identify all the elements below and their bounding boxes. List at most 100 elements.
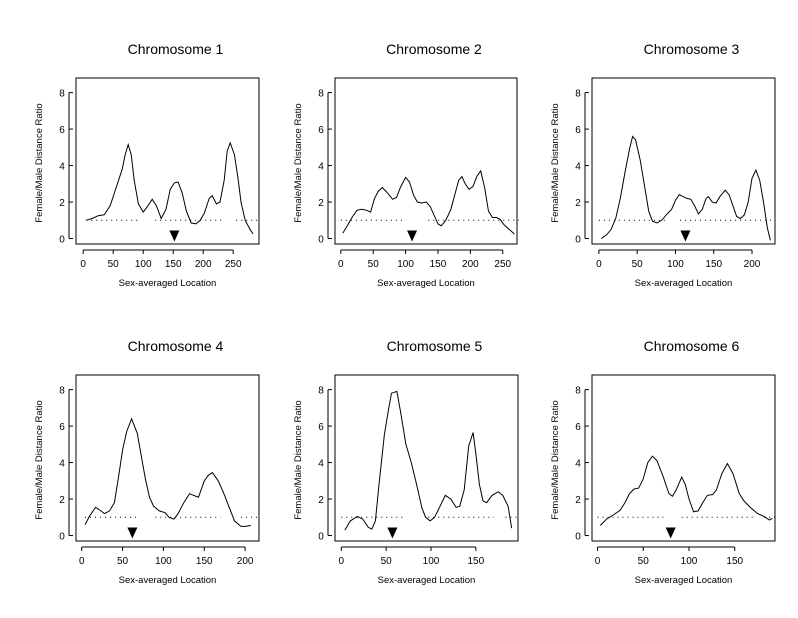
plot-frame [75, 77, 260, 245]
y-tick-label: 2 [318, 495, 324, 506]
centromere-marker-icon [169, 230, 180, 242]
y-tick-label: 4 [318, 162, 324, 173]
chart-title: Chromosome 4 [128, 338, 224, 354]
x-tick-label: 250 [225, 259, 242, 270]
y-axis-label: Female/Male Distance Ratio [34, 400, 45, 519]
chart-title: Chromosome 3 [644, 41, 740, 57]
x-tick-label: 200 [195, 259, 212, 270]
centromere-marker-icon [127, 527, 138, 539]
chart-panel-6: Chromosome 6 0 2 4 6 8 Female/Male Distance Ra… [550, 338, 776, 586]
x-tick-label: 150 [430, 259, 447, 270]
x-tick-label: 100 [135, 259, 152, 270]
y-tick-label: 8 [59, 89, 65, 100]
x-tick-label: 50 [632, 259, 644, 270]
ratio-curve [344, 390, 513, 531]
y-tick-label: 8 [59, 386, 65, 397]
y-tick-label: 0 [575, 532, 581, 543]
chart-panel-3: Chromosome 3 0 2 4 6 8 Female/Male Distance Ra… [550, 41, 776, 289]
centromere-marker-icon [680, 230, 691, 242]
x-tick-label: 50 [117, 556, 129, 567]
x-tick-label: 100 [681, 556, 698, 567]
y-axis-label: Female/Male Distance Ratio [293, 400, 304, 519]
y-tick-label: 8 [575, 386, 581, 397]
x-axis-label: Sex-averaged Location [635, 278, 733, 289]
x-tick-label: 150 [196, 556, 213, 567]
chart-title: Chromosome 6 [644, 338, 740, 354]
x-tick-label: 150 [705, 259, 722, 270]
plot-frame [334, 77, 518, 245]
ratio-curve [600, 135, 771, 241]
x-axis-label: Sex-averaged Location [119, 575, 217, 586]
y-tick-label: 4 [575, 459, 581, 470]
ratio-curve [86, 141, 254, 235]
plot-frame [591, 374, 776, 542]
x-tick-label: 250 [494, 259, 511, 270]
x-tick-label: 0 [338, 556, 344, 567]
x-axis-label: Sex-averaged Location [119, 278, 217, 289]
y-tick-label: 0 [575, 235, 581, 246]
x-axis-label: Sex-averaged Location [635, 575, 733, 586]
ratio-curve [342, 169, 515, 235]
plot-frame [75, 374, 260, 542]
centromere-marker-icon [407, 230, 418, 242]
x-tick-label: 50 [638, 556, 650, 567]
x-tick-label: 0 [338, 259, 344, 270]
y-tick-label: 0 [318, 235, 324, 246]
chart-title: Chromosome 1 [128, 41, 224, 57]
y-axis-label: Female/Male Distance Ratio [550, 103, 561, 222]
y-axis-label: Female/Male Distance Ratio [34, 103, 45, 222]
ratio-curve [84, 417, 251, 527]
y-tick-label: 4 [59, 162, 65, 173]
chart-panel-5: Chromosome 5 0 2 4 6 8 Female/Male Distance Ra… [293, 338, 519, 586]
chart-title: Chromosome 5 [387, 338, 483, 354]
x-tick-label: 150 [726, 556, 743, 567]
plot-frame [334, 374, 519, 542]
centromere-marker-icon [665, 527, 676, 539]
y-tick-label: 4 [575, 162, 581, 173]
x-tick-label: 50 [108, 259, 120, 270]
x-tick-label: 50 [368, 259, 380, 270]
x-tick-label: 0 [80, 259, 86, 270]
x-tick-label: 0 [595, 556, 601, 567]
x-tick-label: 100 [667, 259, 684, 270]
centromere-marker-icon [387, 527, 398, 539]
x-tick-label: 100 [397, 259, 414, 270]
y-tick-label: 8 [318, 89, 324, 100]
chart-panel-4: Chromosome 4 0 2 4 6 8 Female/Male Distance Ra… [34, 338, 260, 586]
x-tick-label: 150 [467, 556, 484, 567]
x-tick-label: 50 [381, 556, 393, 567]
y-tick-label: 8 [575, 89, 581, 100]
y-tick-label: 0 [59, 532, 65, 543]
y-tick-label: 6 [575, 422, 581, 433]
y-tick-label: 6 [59, 125, 65, 136]
x-tick-label: 200 [462, 259, 479, 270]
x-tick-label: 200 [237, 556, 254, 567]
ratio-curve [599, 455, 773, 526]
chart-panel-1: Chromosome 1 0 2 4 6 8 Female/Male Distance Ra… [34, 41, 260, 289]
x-axis-label: Sex-averaged Location [377, 278, 475, 289]
x-tick-label: 0 [79, 556, 85, 567]
x-tick-label: 150 [165, 259, 182, 270]
x-axis-label: Sex-averaged Location [378, 575, 476, 586]
y-tick-label: 2 [318, 198, 324, 209]
x-tick-label: 100 [155, 556, 172, 567]
y-tick-label: 0 [59, 235, 65, 246]
y-axis-label: Female/Male Distance Ratio [550, 400, 561, 519]
y-tick-label: 2 [59, 198, 65, 209]
y-tick-label: 8 [318, 386, 324, 397]
y-tick-label: 2 [575, 198, 581, 209]
x-tick-label: 200 [744, 259, 761, 270]
y-tick-label: 2 [575, 495, 581, 506]
y-tick-label: 6 [575, 125, 581, 136]
x-tick-label: 0 [596, 259, 602, 270]
y-axis-label: Female/Male Distance Ratio [293, 103, 304, 222]
y-tick-label: 0 [318, 532, 324, 543]
y-tick-label: 6 [318, 125, 324, 136]
y-tick-label: 6 [59, 422, 65, 433]
y-tick-label: 4 [59, 459, 65, 470]
chart-panel-2: Chromosome 2 0 2 4 6 8 Female/Male Distance Ra… [293, 41, 519, 289]
y-tick-label: 2 [59, 495, 65, 506]
plot-frame [591, 77, 776, 245]
x-tick-label: 100 [423, 556, 440, 567]
